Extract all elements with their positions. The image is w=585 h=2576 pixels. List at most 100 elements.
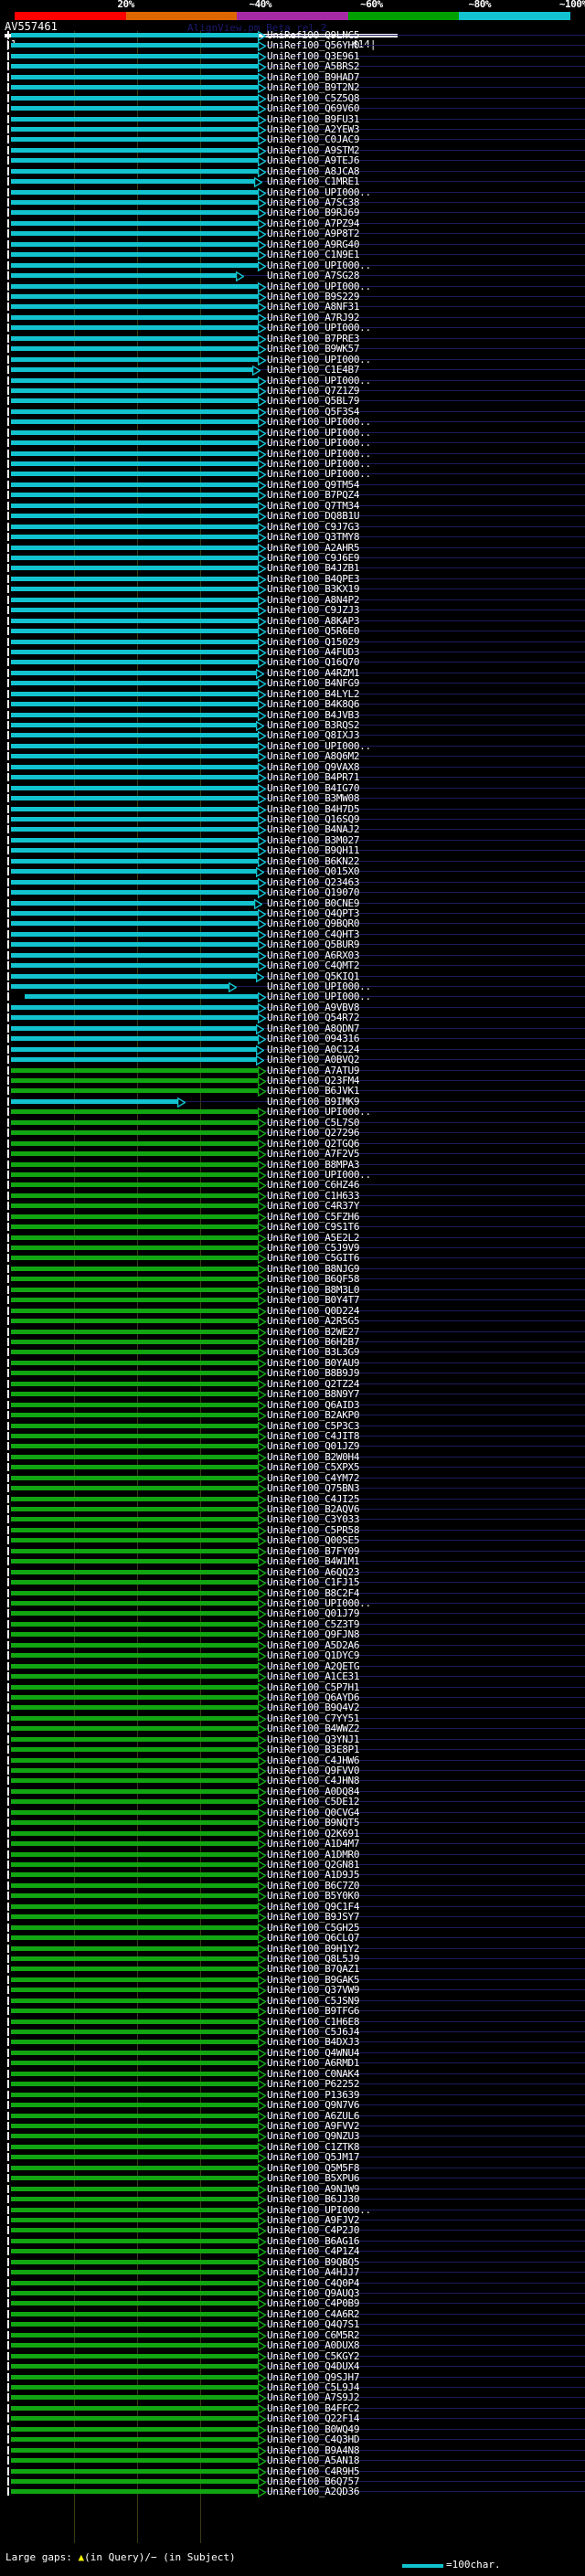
alignment-row[interactable]: UniRef100_C5KGY2 (0, 2350, 585, 2362)
subject-accession-label[interactable]: UniRef100_Q2TGQ6 (267, 1137, 360, 1150)
subject-accession-label[interactable]: UniRef100_A7RJ92 (267, 311, 360, 323)
alignment-row[interactable]: UniRef100_Q3TMY8 (0, 532, 585, 544)
alignment-hit-bar[interactable] (11, 629, 258, 634)
subject-accession-label[interactable]: UniRef100_C4JI25 (267, 1492, 360, 1505)
alignment-hit-bar[interactable] (11, 2019, 258, 2024)
alignment-hit-bar[interactable] (11, 179, 254, 185)
subject-accession-label[interactable]: UniRef100_A7ATU9 (267, 1064, 360, 1076)
alignment-hit-bar[interactable] (11, 1340, 258, 1344)
subject-accession-label[interactable]: UniRef100_Q19070 (267, 886, 360, 899)
alignment-row[interactable]: UniRef100_Q37VW9 (0, 1985, 585, 1997)
alignment-hit-bar[interactable] (11, 1674, 258, 1680)
alignment-row[interactable]: UniRef100_Q00SE5 (0, 1535, 585, 1547)
alignment-row[interactable]: UniRef100_A1D9J5 (0, 1870, 585, 1882)
alignment-row[interactable]: UniRef100_C5JSN9 (0, 1994, 585, 2007)
alignment-row[interactable]: UniRef100_C4JHW6 (0, 1754, 585, 1766)
alignment-row[interactable]: UniRef100_C5XPX5 (0, 1462, 585, 1474)
subject-accession-label[interactable]: UniRef100_UPI000.. (267, 280, 371, 292)
alignment-hit-bar[interactable] (11, 1527, 258, 1532)
alignment-row[interactable]: UniRef100_A7RJ92 (0, 311, 585, 323)
alignment-hit-bar[interactable] (11, 1298, 258, 1303)
alignment-row[interactable]: UniRef100_Q15029 (0, 635, 585, 648)
alignment-hit-bar[interactable] (11, 806, 258, 811)
alignment-row[interactable]: UniRef100_UPI000.. (0, 1107, 585, 1118)
alignment-row[interactable]: UniRef100_UPI000.. (0, 375, 585, 387)
alignment-hit-bar[interactable] (11, 649, 258, 654)
alignment-row[interactable]: UniRef100_B6Q757 (0, 2475, 585, 2487)
alignment-hit-bar[interactable] (11, 1161, 258, 1167)
alignment-row[interactable]: UniRef100_C4P0B9 (0, 2298, 585, 2310)
subject-accession-label[interactable]: UniRef100_C4P1Z4 (267, 2245, 360, 2258)
alignment-hit-bar[interactable] (11, 451, 258, 456)
subject-accession-label[interactable]: UniRef100_Q15029 (267, 635, 360, 648)
alignment-row[interactable]: UniRef100_Q2TGQ6 (0, 1137, 585, 1150)
subject-accession-label[interactable]: UniRef100_UPI000.. (267, 991, 371, 1003)
subject-accession-label[interactable]: UniRef100_B9T2N2 (267, 81, 360, 94)
alignment-row[interactable]: UniRef100_B6JVK1 (0, 1085, 585, 1097)
alignment-row[interactable]: UniRef100_A0BVQ2 (0, 1055, 585, 1066)
alignment-row[interactable]: UniRef100_B4NAJ2 (0, 824, 585, 836)
alignment-row[interactable]: UniRef100_C9J6E9 (0, 553, 585, 564)
subject-accession-label[interactable]: UniRef100_C5J9V9 (267, 1242, 360, 1255)
alignment-hit-bar[interactable] (11, 1768, 258, 1774)
alignment-row[interactable]: UniRef100_B6JJ30 (0, 2194, 585, 2206)
alignment-hit-bar[interactable] (11, 1465, 258, 1470)
alignment-row[interactable]: UniRef100_B2AKP0 (0, 1410, 585, 1422)
subject-accession-label[interactable]: UniRef100_C5JSN9 (267, 1994, 360, 2007)
alignment-row[interactable]: UniRef100_A9VBV8 (0, 1002, 585, 1013)
alignment-row[interactable]: UniRef100_A8KAP3 (0, 615, 585, 627)
subject-accession-label[interactable]: UniRef100_Q27296 (267, 1127, 360, 1140)
alignment-row[interactable]: UniRef100_UPI000.. (0, 459, 585, 471)
alignment-hit-bar[interactable] (11, 2437, 258, 2443)
alignment-row[interactable]: UniRef100_B9S229 (0, 292, 585, 302)
subject-accession-label[interactable]: UniRef100_B8C2F4 (267, 1586, 360, 1599)
alignment-hit-bar[interactable] (11, 1235, 258, 1240)
alignment-row[interactable]: UniRef100_B9JSY7 (0, 1912, 585, 1924)
subject-accession-label[interactable]: UniRef100_A4RZM1 (267, 666, 360, 679)
subject-accession-label[interactable]: UniRef100_Q9VAX8 (267, 760, 360, 773)
alignment-hit-bar[interactable] (11, 2009, 258, 2014)
subject-accession-label[interactable]: UniRef100_B6C7Z0 (267, 1879, 360, 1892)
alignment-hit-bar[interactable] (11, 220, 258, 226)
alignment-hit-bar[interactable] (11, 723, 256, 728)
alignment-row[interactable]: UniRef100_B8N9Y7 (0, 1389, 585, 1401)
alignment-row[interactable]: UniRef100_UPI000.. (0, 1169, 585, 1181)
alignment-row[interactable]: UniRef100_Q6CLQ7 (0, 1933, 585, 1945)
subject-accession-label[interactable]: UniRef100_B6KN22 (267, 854, 360, 867)
alignment-hit-bar[interactable] (11, 1171, 258, 1177)
alignment-hit-bar[interactable] (11, 1486, 258, 1491)
subject-accession-label[interactable]: UniRef100_B4IG70 (267, 781, 360, 794)
subject-accession-label[interactable]: UniRef100_B9GAK5 (267, 1973, 360, 1986)
alignment-hit-bar[interactable] (11, 200, 258, 206)
subject-accession-label[interactable]: UniRef100_P13639 (267, 2088, 360, 2101)
subject-accession-label[interactable]: UniRef100_C3Y033 (267, 1513, 360, 1526)
subject-accession-label[interactable]: UniRef100_B8NJG9 (267, 1262, 360, 1275)
alignment-hit-bar[interactable] (11, 2238, 258, 2243)
subject-accession-label[interactable]: UniRef100_B2W0H4 (267, 1450, 360, 1463)
alignment-hit-bar[interactable] (11, 241, 258, 247)
alignment-hit-bar[interactable] (11, 1057, 256, 1063)
alignment-hit-bar[interactable] (11, 2416, 258, 2422)
alignment-hit-bar[interactable] (11, 1246, 258, 1251)
alignment-row[interactable]: UniRef100_Q16SQ9 (0, 814, 585, 825)
subject-accession-label[interactable]: UniRef100_B4JZB1 (267, 562, 360, 575)
alignment-row[interactable]: UniRef100_B4PR71 (0, 771, 585, 784)
subject-accession-label[interactable]: UniRef100_DQ8B1U (267, 510, 360, 523)
alignment-hit-bar[interactable] (11, 785, 258, 790)
alignment-hit-bar[interactable] (11, 398, 258, 404)
alignment-hit-bar[interactable] (11, 95, 258, 101)
alignment-hit-bar[interactable] (11, 356, 258, 362)
subject-accession-label[interactable]: UniRef100_A8NF31 (267, 301, 360, 313)
subject-accession-label[interactable]: UniRef100_Q9C1F4 (267, 1900, 360, 1913)
alignment-hit-bar[interactable] (24, 994, 258, 1000)
alignment-hit-bar[interactable] (11, 1914, 258, 1920)
alignment-hit-bar[interactable] (11, 2280, 258, 2285)
alignment-hit-bar[interactable] (11, 2134, 258, 2139)
alignment-hit-bar[interactable] (11, 1715, 258, 1721)
alignment-row[interactable]: UniRef100_UPI000.. (0, 427, 585, 439)
subject-accession-label[interactable]: UniRef100_B6JVK1 (267, 1085, 360, 1097)
alignment-hit-bar[interactable] (11, 681, 258, 686)
subject-accession-label[interactable]: UniRef100_B4PR71 (267, 771, 360, 784)
alignment-hit-bar[interactable] (11, 1642, 258, 1648)
alignment-row[interactable]: UniRef100_Q9LNC5 (0, 30, 585, 41)
